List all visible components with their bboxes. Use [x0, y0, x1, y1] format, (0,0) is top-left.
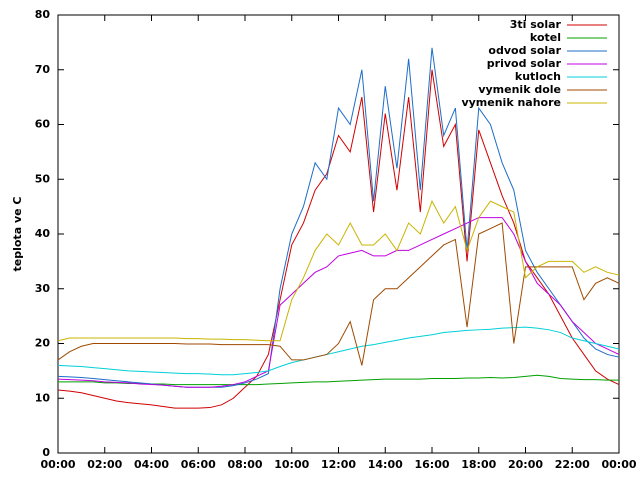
y-tick-label: 60 — [35, 118, 51, 131]
x-tick-label: 22:00 — [555, 458, 590, 471]
x-tick-label: 16:00 — [414, 458, 449, 471]
y-tick-label: 30 — [35, 282, 51, 295]
x-tick-label: 08:00 — [227, 458, 262, 471]
legend-label: odvod solar — [488, 44, 561, 57]
y-tick-label: 70 — [35, 63, 51, 76]
y-tick-label: 20 — [35, 337, 51, 350]
series-line — [57, 326, 620, 376]
legend-label: 3ti solar — [510, 18, 562, 31]
y-axis-label: teplota ve C — [11, 197, 24, 272]
series-line — [57, 199, 620, 342]
x-tick-label: 18:00 — [461, 458, 496, 471]
x-tick-label: 14:00 — [368, 458, 403, 471]
y-tick-label: 50 — [35, 172, 51, 185]
x-tick-label: 10:00 — [274, 458, 309, 471]
x-tick-label: 00:00 — [601, 458, 636, 471]
legend-label: kotel — [530, 31, 561, 44]
series-line — [57, 217, 620, 388]
x-tick-label: 06:00 — [181, 458, 216, 471]
legend-label: privod solar — [487, 57, 562, 70]
series-line — [57, 47, 620, 388]
x-tick-label: 12:00 — [321, 458, 356, 471]
y-tick-label: 10 — [35, 391, 51, 404]
x-tick-label: 02:00 — [87, 458, 122, 471]
legend-label: vymenik nahore — [461, 96, 561, 109]
y-tick-label: 80 — [35, 8, 51, 21]
y-tick-label: 0 — [42, 446, 50, 459]
series-line — [57, 69, 620, 409]
legend-label: vymenik dole — [478, 83, 561, 96]
legend-label: kutloch — [515, 70, 561, 83]
series-line — [57, 222, 620, 366]
y-tick-label: 40 — [35, 227, 51, 240]
x-tick-label: 20:00 — [508, 458, 543, 471]
x-tick-label: 00:00 — [40, 458, 75, 471]
x-tick-label: 04:00 — [134, 458, 169, 471]
